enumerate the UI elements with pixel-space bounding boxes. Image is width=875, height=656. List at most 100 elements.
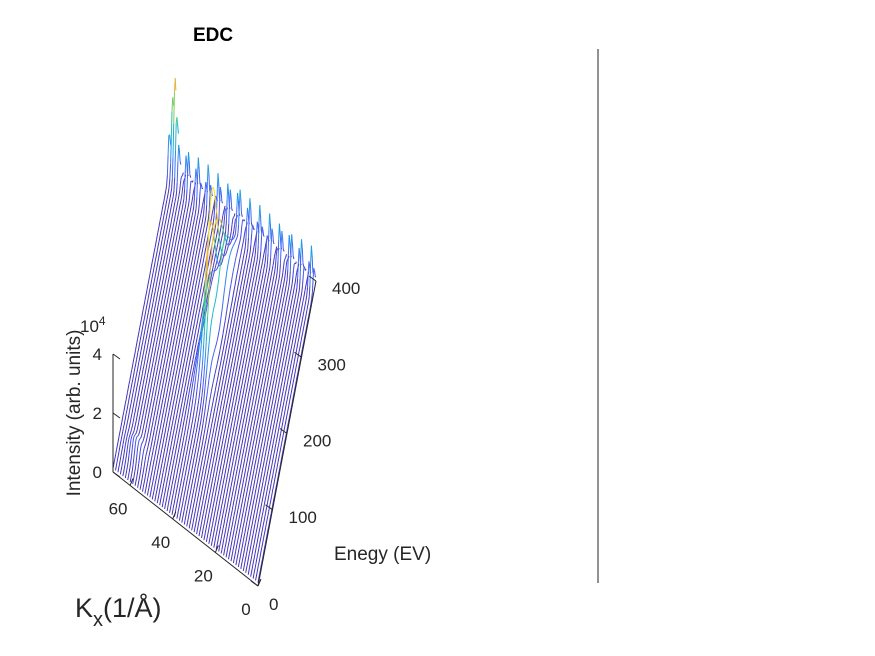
surface-line-segment xyxy=(171,274,173,279)
surface-line-segment xyxy=(255,572,258,577)
surface-line-segment xyxy=(274,443,277,448)
surface-line-segment xyxy=(194,450,197,454)
surface-line-segment xyxy=(129,376,131,381)
surface-line-segment xyxy=(179,184,181,191)
surface-line-segment xyxy=(173,367,175,372)
surface-line-segment xyxy=(197,344,199,349)
surface-line-segment xyxy=(169,404,171,408)
surface-line-segment xyxy=(138,438,141,441)
surface-line-segment xyxy=(278,223,281,233)
surface-line-segment xyxy=(237,418,239,422)
surface-line-segment xyxy=(246,504,248,508)
k-tick-mark xyxy=(172,511,177,520)
surface-line-segment xyxy=(247,207,249,214)
surface-line-segment xyxy=(276,330,279,335)
surface-line-segment xyxy=(236,408,238,413)
surface-line-segment xyxy=(207,385,209,392)
surface-line-segment xyxy=(256,284,259,289)
surface-line-segment xyxy=(197,316,199,321)
surface-line-segment xyxy=(201,407,204,413)
surface-line-segment xyxy=(150,485,153,490)
surface-line-segment xyxy=(184,499,187,504)
surface-line-segment xyxy=(212,228,215,234)
surface-line-segment xyxy=(221,457,223,462)
surface-line-segment xyxy=(195,396,197,402)
surface-line-segment xyxy=(231,417,234,422)
surface-line-segment xyxy=(276,418,279,423)
surface-line-segment xyxy=(165,453,168,458)
surface-line-segment xyxy=(172,476,175,481)
surface-line-segment xyxy=(162,262,164,267)
surface-line-segment xyxy=(161,428,164,433)
surface-line-segment xyxy=(237,281,240,287)
surface-line-segment xyxy=(222,494,225,499)
surface-line-segment xyxy=(150,371,152,376)
surface-line-segment xyxy=(215,220,217,223)
surface-line-segment xyxy=(231,509,233,514)
k-tick-mark xyxy=(214,545,219,553)
surface-line-segment xyxy=(220,220,222,224)
surface-line-segment xyxy=(258,303,261,308)
surface-line-segment xyxy=(127,388,129,393)
surface-line-segment xyxy=(178,236,181,240)
surface-line-segment xyxy=(152,390,154,395)
surface-line-segment xyxy=(153,291,156,296)
surface-line-segment xyxy=(261,275,264,279)
surface-line-segment xyxy=(160,348,162,353)
surface-line-segment xyxy=(250,274,252,279)
surface-line-segment xyxy=(156,367,159,372)
surface-line-segment xyxy=(211,432,214,438)
surface-line-segment xyxy=(244,423,247,428)
surface-line-segment xyxy=(227,423,230,428)
surface-line-segment xyxy=(309,262,312,286)
surface-line-segment xyxy=(212,415,214,420)
surface-line-segment xyxy=(241,293,243,298)
surface-line-segment xyxy=(287,334,289,339)
surface-line-segment xyxy=(277,296,279,301)
surface-line-segment xyxy=(298,347,301,352)
surface-line-segment xyxy=(257,297,259,302)
surface-line-segment xyxy=(273,288,275,293)
surface-line-segment xyxy=(116,458,119,463)
surface-line-segment xyxy=(228,480,230,485)
surface-line-segment xyxy=(220,444,223,449)
surface-line-segment xyxy=(193,278,195,283)
surface-line-segment xyxy=(199,382,202,390)
surface-line-segment xyxy=(233,511,236,516)
surface-line-segment xyxy=(264,544,266,549)
surface-line-segment xyxy=(270,422,272,427)
surface-line-segment xyxy=(291,324,294,329)
surface-line-segment xyxy=(209,234,212,239)
surface-line-segment xyxy=(150,411,153,416)
surface-line-segment xyxy=(223,238,226,242)
surface-line-segment xyxy=(226,413,229,419)
surface-line-segment xyxy=(211,279,213,283)
surface-line-segment xyxy=(279,245,282,265)
surface-line-segment xyxy=(195,486,198,491)
surface-line-segment xyxy=(253,286,256,291)
surface-line-segment xyxy=(156,411,159,416)
surface-line-segment xyxy=(278,274,281,280)
surface-line-segment xyxy=(267,437,270,442)
surface-line-segment xyxy=(141,399,144,404)
surface-line-segment xyxy=(137,331,140,336)
surface-line-segment xyxy=(215,250,217,256)
surface-line-segment xyxy=(250,349,252,354)
surface-line-segment xyxy=(144,489,147,494)
surface-line-segment xyxy=(160,226,163,231)
surface-line-segment xyxy=(140,390,143,395)
surface-line-segment xyxy=(203,251,206,256)
surface-line-segment xyxy=(189,371,192,376)
surface-line-segment xyxy=(208,492,211,497)
surface-line-segment xyxy=(170,321,173,326)
surface-line-segment xyxy=(175,339,178,344)
surface-line-segment xyxy=(289,292,291,297)
surface-line-segment xyxy=(239,433,242,438)
surface-line-segment xyxy=(288,414,291,419)
surface-line-segment xyxy=(268,416,271,421)
surface-line-segment xyxy=(175,505,178,510)
surface-line-segment xyxy=(231,275,233,280)
surface-line-segment xyxy=(143,419,146,423)
surface-line-segment xyxy=(257,429,260,434)
surface-line-segment xyxy=(121,415,124,419)
